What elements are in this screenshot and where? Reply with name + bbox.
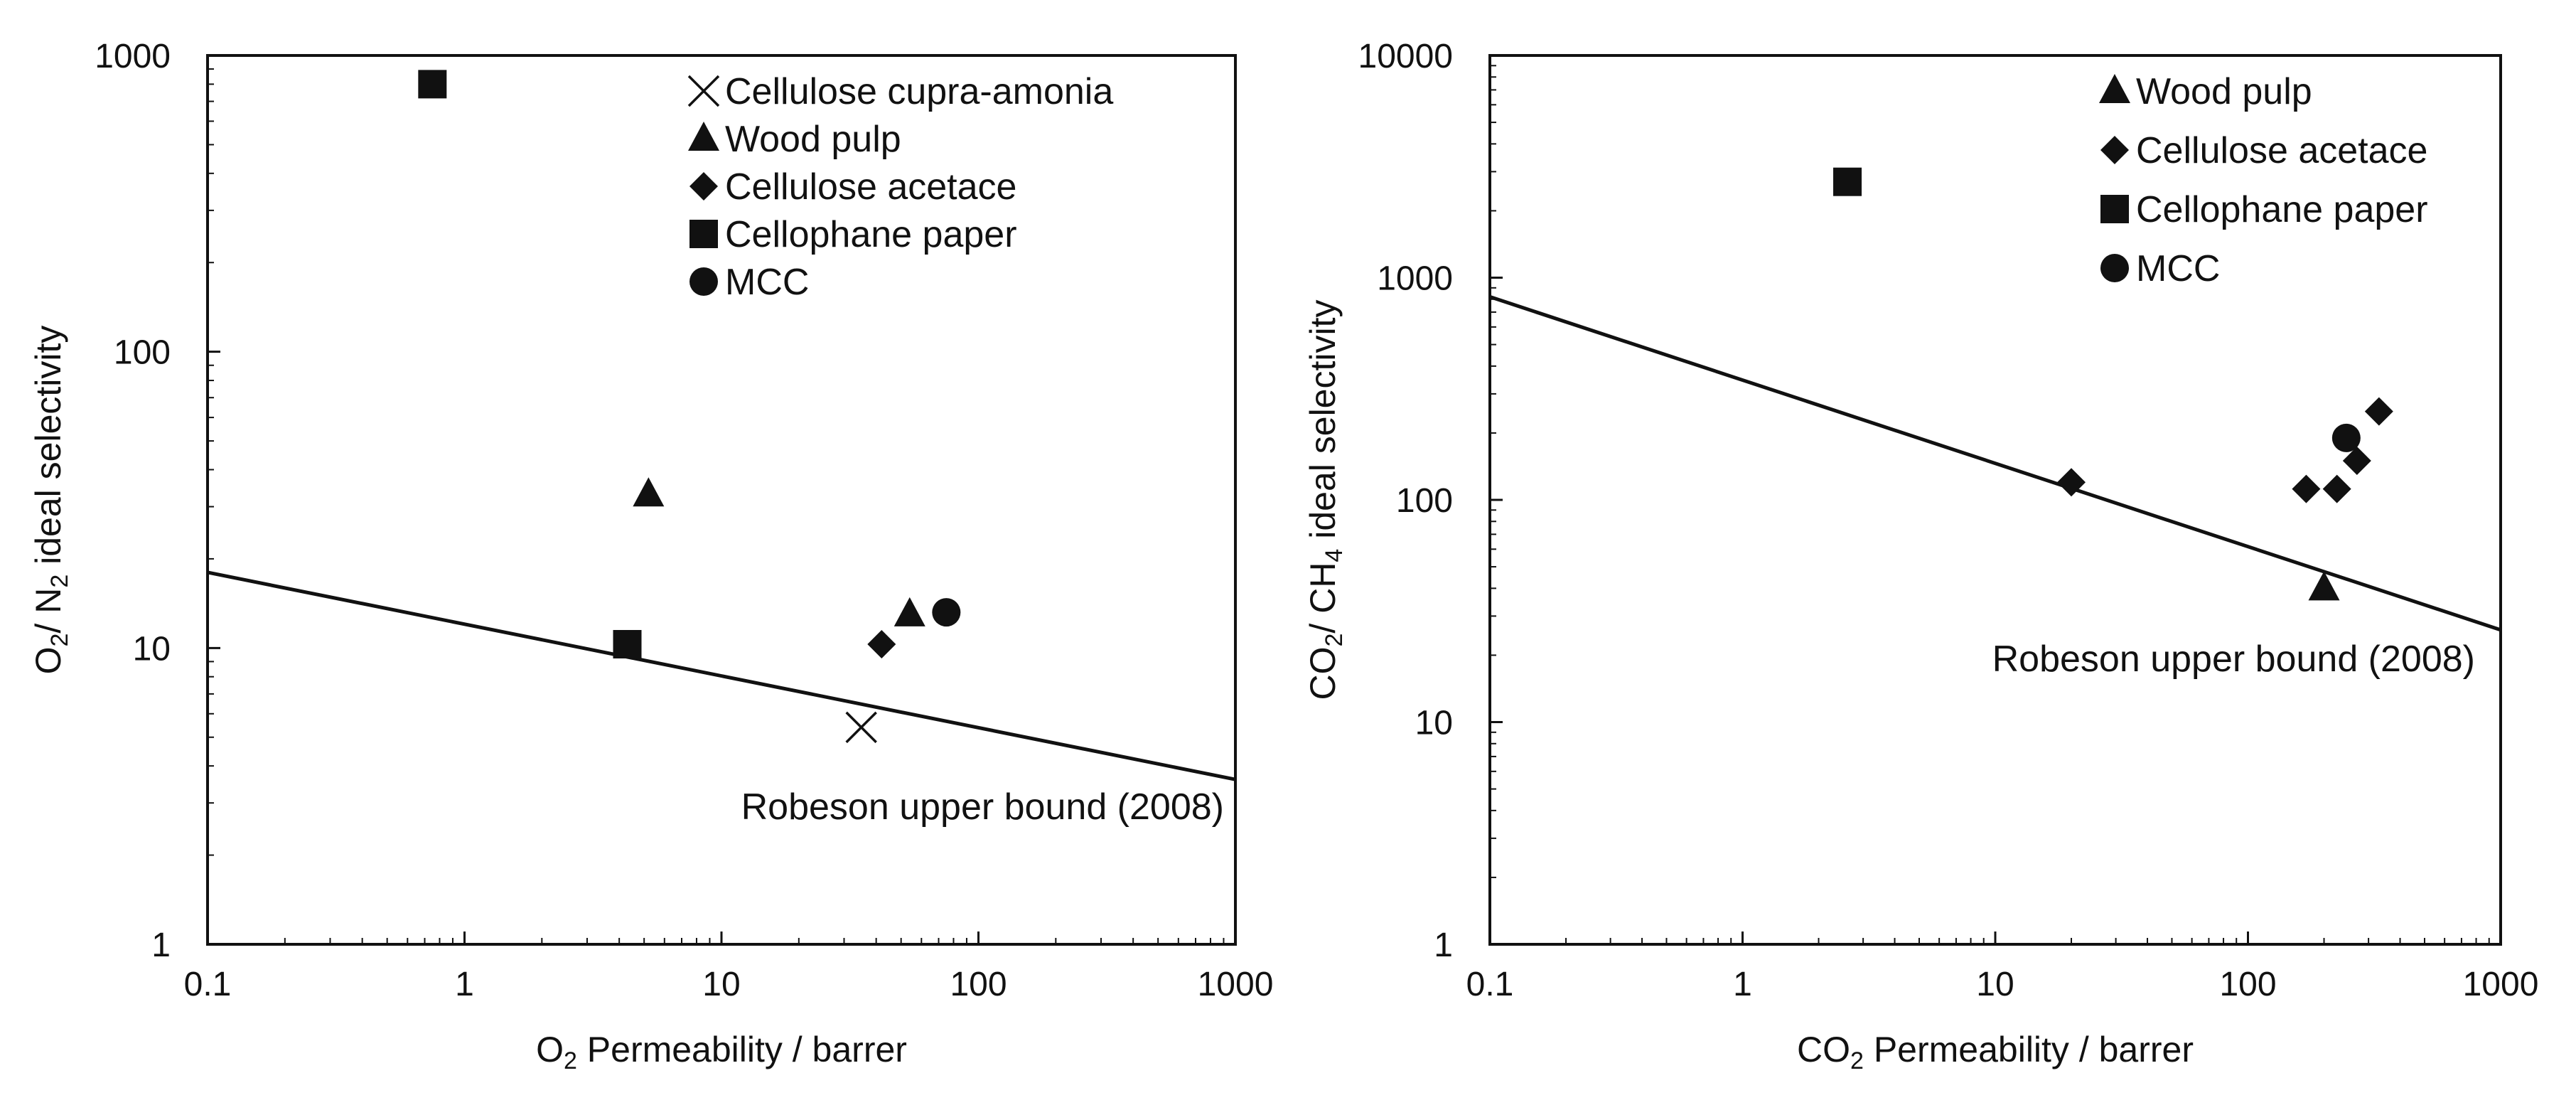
legend-label-cellulose-acetace: Cellulose acetace xyxy=(725,166,1016,208)
legend-marker-cellulose-acetace xyxy=(689,172,718,201)
x-tick-label: 10 xyxy=(702,966,740,1003)
x-tick-label: 1000 xyxy=(1198,966,1274,1003)
x-axis-label: CO2 Permeability / barrer xyxy=(1797,1030,2194,1074)
legend-label-cellophane-paper: Cellophane paper xyxy=(725,214,1017,255)
x-axis-label: O2 Permeability / barrer xyxy=(536,1030,907,1074)
left-chart-o2-n2: 0.1 1 10 100 1000 1 10 100 1000 O2 Permeability /… xyxy=(28,38,1273,1074)
point-cellulose-acetace xyxy=(2057,468,2086,497)
robeson-label: Robeson upper bound (2008) xyxy=(1992,639,2475,680)
y-tick-label: 1 xyxy=(151,927,171,964)
right-chart-co2-ch4: 0.1 1 10 100 1000 1 10 100 1000 10000 CO2 Permeabi… xyxy=(1303,38,2538,1074)
x-tick-label: 0.1 xyxy=(1466,966,1514,1003)
legend-marker-mcc xyxy=(689,267,718,296)
point-mcc xyxy=(932,598,961,627)
legend-label-cellophane-paper: Cellophane paper xyxy=(2136,189,2428,230)
y-tick-label: 1 xyxy=(1434,927,1453,964)
point-cellulose-acetace xyxy=(867,629,896,658)
point-cellulose-acetace xyxy=(2364,397,2393,426)
robeson-upper-bound-line xyxy=(1489,295,2501,632)
y-tick-label: 100 xyxy=(114,334,171,372)
y-axis-label: CO2/ CH4 ideal selectivity xyxy=(1303,300,1348,700)
point-mcc xyxy=(2331,423,2361,452)
legend-marker-cellulose-acetace xyxy=(2100,136,2129,164)
robeson-label: Robeson upper bound (2008) xyxy=(741,786,1224,828)
robeson-upper-bound-line xyxy=(207,570,1236,781)
point-cellophane-paper xyxy=(418,70,447,99)
x-tick-label: 1000 xyxy=(2463,966,2539,1003)
point-wood-pulp xyxy=(2308,571,2340,601)
x-tick-label: 1 xyxy=(455,966,474,1003)
legend-marker-wood-pulp xyxy=(2099,74,2130,103)
point-wood-pulp xyxy=(633,477,665,507)
y-tick-label: 10000 xyxy=(1358,38,1453,75)
point-cellulose-acetace xyxy=(2342,446,2371,475)
legend-label-mcc: MCC xyxy=(2136,248,2220,289)
legend-marker-cellophane-paper xyxy=(2100,195,2129,223)
point-cellophane-paper xyxy=(1833,167,1862,196)
legend-marker-wood-pulp xyxy=(688,122,719,151)
y-tick-label: 1000 xyxy=(95,38,171,75)
point-cellulose-acetace xyxy=(2322,474,2351,503)
point-cellophane-paper xyxy=(613,629,642,658)
legend-marker-cellophane-paper xyxy=(689,220,718,248)
point-wood-pulp xyxy=(893,597,925,626)
y-axis-label: O2/ N2 ideal selectivity xyxy=(28,326,73,675)
legend-label-cellulose-cupra-amonia: Cellulose cupra-amonia xyxy=(725,71,1113,112)
x-tick-label: 100 xyxy=(2219,966,2276,1003)
y-tick-label: 100 xyxy=(1396,482,1453,520)
legend-label-wood-pulp: Wood pulp xyxy=(2136,71,2312,112)
x-tick-label: 1 xyxy=(1733,966,1752,1003)
x-tick-label: 0.1 xyxy=(184,966,232,1003)
legend-label-cellulose-acetace: Cellulose acetace xyxy=(2136,130,2427,171)
y-tick-label: 10 xyxy=(133,630,171,668)
legend-label-mcc: MCC xyxy=(725,262,809,303)
legend-marker-cellulose-cupra-amonia xyxy=(687,75,720,107)
y-tick-label: 10 xyxy=(1415,705,1453,742)
x-tick-label: 10 xyxy=(1976,966,2014,1003)
y-tick-label: 1000 xyxy=(1377,260,1453,298)
point-cellulose-cupra-amonia xyxy=(845,711,877,744)
legend-label-wood-pulp: Wood pulp xyxy=(725,119,901,160)
point-cellulose-acetace xyxy=(2292,474,2321,503)
legend-marker-mcc xyxy=(2100,254,2129,282)
x-tick-label: 100 xyxy=(950,966,1007,1003)
